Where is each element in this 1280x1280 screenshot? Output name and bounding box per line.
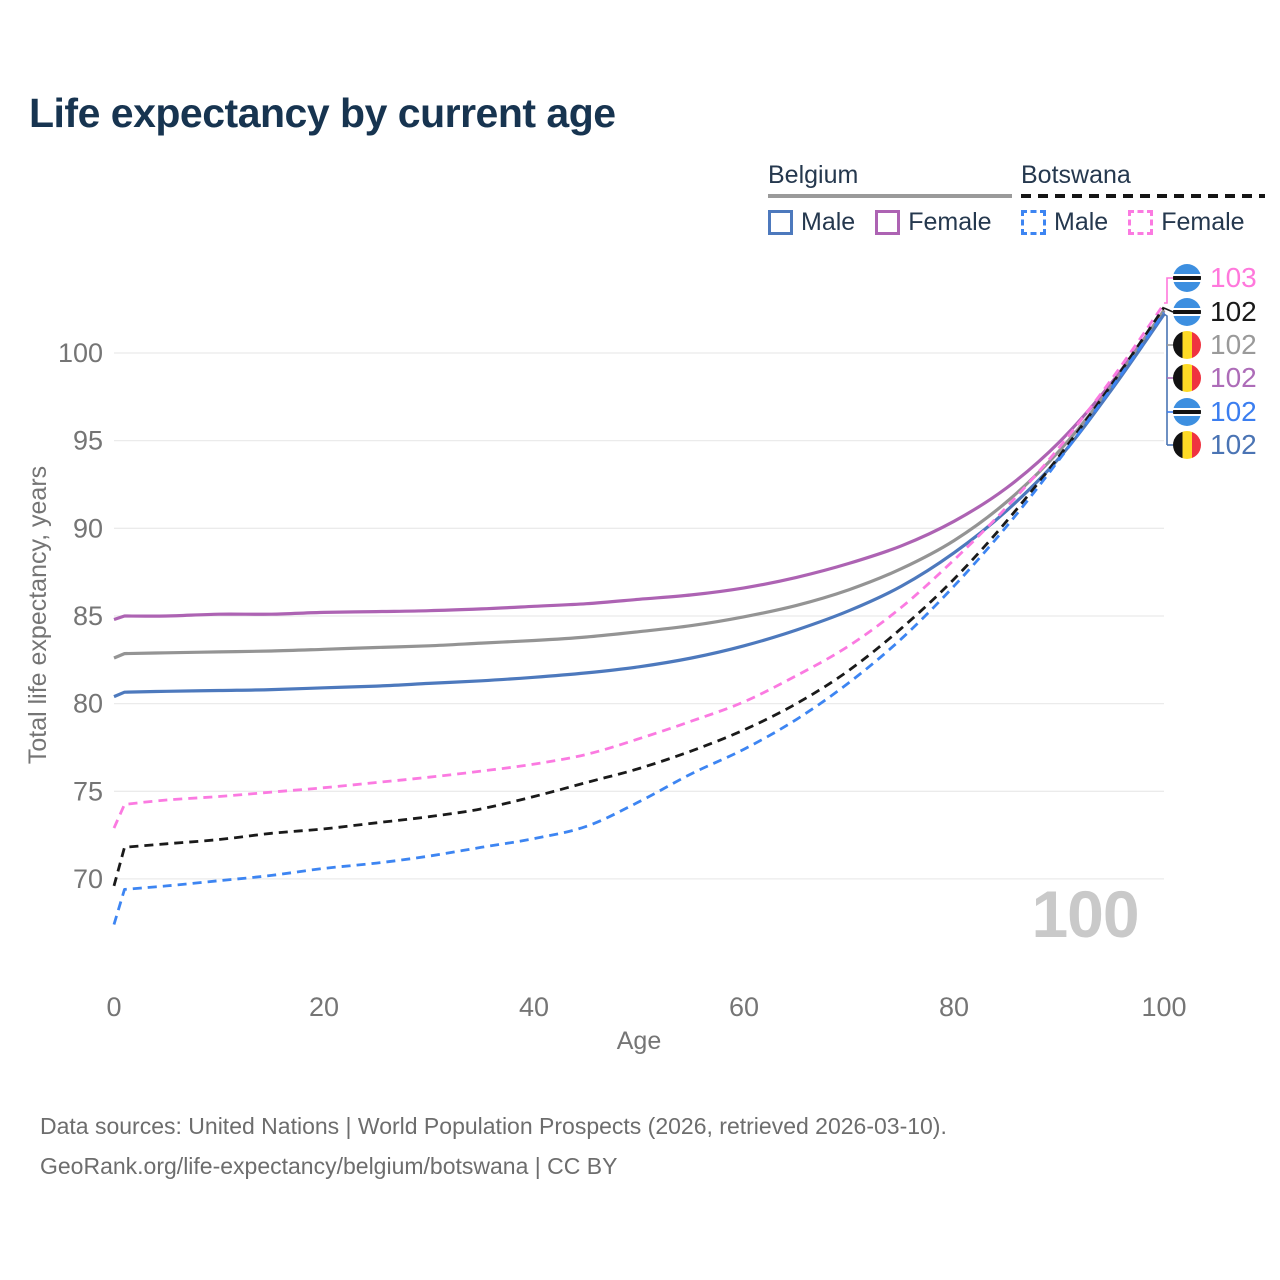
y-tick-85: 85 bbox=[73, 601, 103, 631]
y-axis-title: Total life expectancy, years bbox=[24, 466, 52, 764]
footer-data-sources: Data sources: United Nations | World Pop… bbox=[40, 1113, 947, 1139]
legend-swatch-botswana-male bbox=[1021, 210, 1046, 235]
connector-botswana-both bbox=[1163, 307, 1174, 313]
y-tick-100: 100 bbox=[58, 338, 103, 368]
legend-label-botswana-male: Male bbox=[1054, 208, 1109, 236]
series-line-belgium-both-sexes[interactable] bbox=[113, 309, 1166, 660]
connector-botswana-female bbox=[1164, 277, 1173, 304]
footer-attribution-link: GeoRank.org/life-expectancy/belgium/bots… bbox=[40, 1153, 618, 1179]
series-line-botswana-female[interactable] bbox=[112, 303, 1166, 829]
legend-underline-botswana-dashed bbox=[1021, 194, 1265, 198]
legend-swatch-botswana-female bbox=[1128, 210, 1154, 235]
end-value: 102 bbox=[1210, 396, 1257, 427]
end-label-botswana-both-sexes: 102 bbox=[1173, 298, 1257, 326]
end-value: 103 bbox=[1210, 262, 1257, 293]
x-tick-100: 100 bbox=[1141, 992, 1186, 1022]
end-label-belgium-female: 102 bbox=[1173, 364, 1257, 392]
end-label-botswana-female: 103 bbox=[1173, 264, 1257, 292]
end-value: 102 bbox=[1210, 362, 1257, 393]
legend-item-belgium-female[interactable]: Female bbox=[875, 208, 992, 237]
legend-label-botswana-female: Female bbox=[1161, 208, 1245, 236]
botswana-flag-icon bbox=[1173, 398, 1201, 426]
y-tick-75: 75 bbox=[73, 776, 103, 806]
end-value: 102 bbox=[1210, 429, 1257, 460]
axis-ticks: 70 75 80 85 90 95 100 0 20 40 60 80 100 Age Total life… bbox=[24, 338, 1187, 1055]
belgium-flag-icon bbox=[1173, 364, 1201, 392]
legend-country-botswana: Botswana bbox=[1021, 161, 1131, 189]
x-axis-title: Age bbox=[617, 1027, 661, 1055]
series-line-botswana-male[interactable] bbox=[112, 311, 1166, 925]
footer: Data sources: United Nations | World Pop… bbox=[40, 1106, 947, 1186]
y-tick-70: 70 bbox=[73, 864, 103, 894]
gridlines bbox=[114, 352, 1164, 880]
series-lines bbox=[112, 303, 1166, 925]
legend-row-belgium: Male Female bbox=[768, 208, 1012, 237]
series-line-botswana-both-sexes[interactable] bbox=[112, 306, 1166, 887]
legend-item-botswana-male[interactable]: Male bbox=[1021, 208, 1108, 237]
series-line-belgium-male[interactable] bbox=[113, 313, 1166, 699]
legend-group-belgium: Belgium Male Female bbox=[768, 161, 1012, 237]
end-value: 102 bbox=[1210, 329, 1257, 360]
y-tick-80: 80 bbox=[73, 689, 103, 719]
legend-label-belgium-female: Female bbox=[908, 208, 992, 236]
x-tick-40: 40 bbox=[519, 992, 549, 1022]
legend-underline-belgium-solid bbox=[768, 194, 1012, 198]
x-tick-20: 20 bbox=[309, 992, 339, 1022]
series-line-belgium-female[interactable] bbox=[113, 309, 1166, 622]
end-label-botswana-male: 102 bbox=[1173, 398, 1257, 426]
age-hover-indicator: 100 bbox=[1031, 877, 1139, 951]
x-tick-0: 0 bbox=[106, 992, 121, 1022]
legend-swatch-belgium-male bbox=[768, 210, 793, 235]
legend-label-belgium-male: Male bbox=[801, 208, 856, 236]
legend-item-botswana-female[interactable]: Female bbox=[1128, 208, 1245, 237]
belgium-flag-icon bbox=[1173, 331, 1201, 359]
legend-group-botswana: Botswana Male Female bbox=[1021, 161, 1265, 237]
end-label-connectors bbox=[1163, 277, 1174, 446]
botswana-flag-icon bbox=[1173, 264, 1201, 292]
legend-country-belgium: Belgium bbox=[768, 161, 859, 189]
y-tick-90: 90 bbox=[73, 513, 103, 543]
end-label-belgium-male: 102 bbox=[1173, 431, 1257, 459]
end-label-belgium-both-sexes: 102 bbox=[1173, 331, 1257, 359]
botswana-flag-icon bbox=[1173, 298, 1201, 326]
belgium-flag-icon bbox=[1173, 431, 1201, 459]
x-tick-60: 60 bbox=[729, 992, 759, 1022]
connector-trunk bbox=[1163, 313, 1168, 445]
legend-row-botswana: Male Female bbox=[1021, 208, 1265, 237]
end-value: 102 bbox=[1210, 296, 1257, 327]
y-tick-95: 95 bbox=[73, 426, 103, 456]
legend-item-belgium-male[interactable]: Male bbox=[768, 208, 855, 237]
x-tick-80: 80 bbox=[939, 992, 969, 1022]
legend-swatch-belgium-female bbox=[875, 210, 901, 235]
page-title: Life expectancy by current age bbox=[29, 90, 616, 136]
